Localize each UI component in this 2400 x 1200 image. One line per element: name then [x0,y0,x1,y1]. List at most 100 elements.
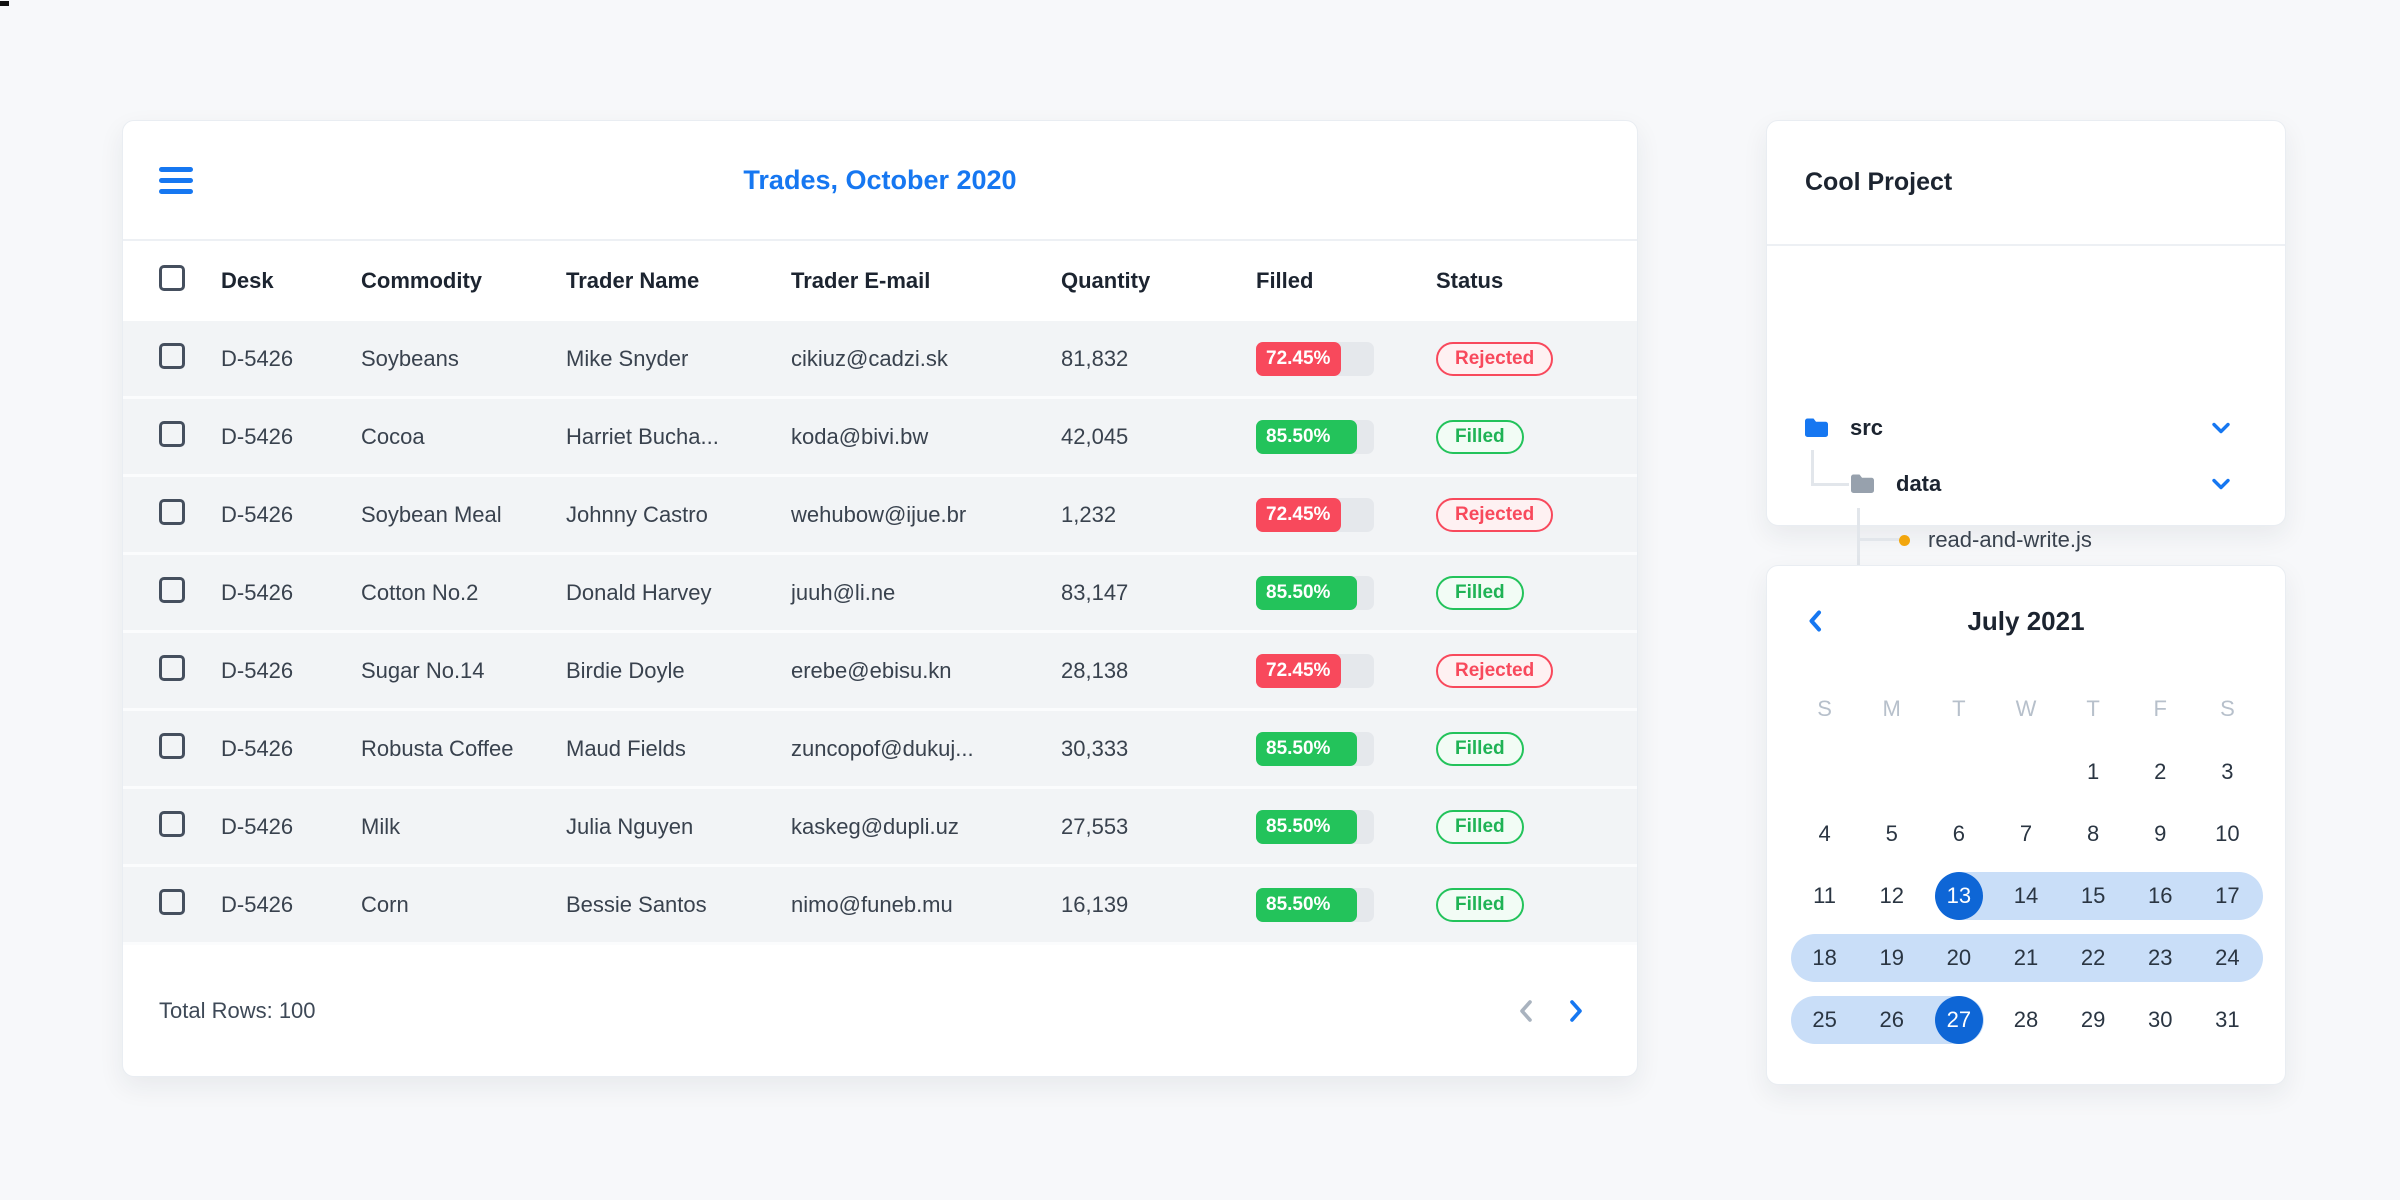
row-checkbox[interactable] [159,732,185,759]
calendar-day[interactable]: 11 [1813,883,1836,908]
calendar-day[interactable]: 29 [2080,1007,2106,1032]
calendar-week-row: 25 26 27 28 29 30 31 [1791,989,2261,1051]
row-checkbox[interactable] [159,654,185,681]
cell-filled: 85.50% [1256,809,1436,844]
row-checkbox[interactable] [159,420,185,447]
cell-checkbox [159,654,221,687]
row-checkbox[interactable] [159,810,185,837]
cell-trader-email: koda@bivi.bw [791,423,929,449]
calendar-day[interactable]: 20 [1946,945,1972,970]
calendar-day[interactable]: 21 [2013,945,2039,970]
trades-card: Trades, October 2020 Desk Commodity Trad… [122,120,1638,1077]
calendar-day[interactable]: 31 [2215,1007,2240,1032]
calendar-day[interactable]: 30 [2148,1007,2173,1032]
cell-quantity: 28,138 [1061,657,1129,683]
calendar-day[interactable]: 27 [1925,989,1992,1051]
calendar-day[interactable]: 9 [2154,821,2167,846]
cell-trader-name: Donald Harvey [566,579,712,605]
cell-commodity: Cotton No.2 [361,579,479,605]
cell-desk: D-5426 [221,345,294,371]
calendar-day[interactable]: 14 [2013,883,2039,908]
calendar-day[interactable]: 19 [1879,945,1904,970]
cell-commodity: Soybean Meal [361,501,502,527]
cell-checkbox [159,498,221,531]
filled-progress-bar: 72.45% [1256,497,1374,532]
row-checkbox[interactable] [159,342,185,369]
calendar-week-row: 18 19 20 21 22 23 24 [1791,927,2263,989]
table-row: D-5426 Soybeans Mike Snyder cikiuz@cadzi.sk… [123,321,1637,399]
tree-node-data[interactable]: data [1849,460,2285,508]
pagination [1517,998,1585,1024]
menu-button[interactable] [159,163,193,198]
status-badge: Rejected [1436,497,1554,532]
calendar-day[interactable]: 3 [2221,759,2234,784]
calendar-day[interactable]: 13 [1925,865,1992,927]
table-row: D-5426 Sugar No.14 Birdie Doyle erebe@ebisu… [123,633,1637,711]
folder-icon [1851,474,1874,493]
status-badge: Filled [1436,731,1524,766]
calendar-day[interactable]: 18 [1812,945,1837,970]
calendar-day[interactable]: 5 [1885,821,1898,846]
cell-trader-name: Maud Fields [566,735,686,761]
cell-trader-email: juuh@li.ne [791,579,896,605]
calendar-day[interactable]: 8 [2087,821,2100,846]
cell-trader-name: Mike Snyder [566,345,689,371]
prev-month-button[interactable] [1807,609,1823,633]
calendar-day[interactable]: 12 [1879,883,1904,908]
weekday-label: M [1882,696,1901,721]
calendar-day[interactable]: 28 [2013,1007,2039,1032]
filled-progress-bar: 72.45% [1256,341,1374,376]
progress-fill: 85.50% [1256,887,1357,922]
select-all-checkbox[interactable] [159,265,185,291]
progress-fill: 72.45% [1256,653,1342,688]
calendar-day[interactable]: 7 [2019,821,2033,846]
calendar-day[interactable]: 22 [2080,945,2106,970]
chevron-down-icon[interactable] [2211,404,2231,452]
cell-trader-name: Harriet Bucha... [566,423,719,449]
cell-filled: 85.50% [1256,575,1436,610]
trades-card-header: Trades, October 2020 [123,121,1637,241]
tree-connector [1857,508,1860,597]
screen-corner-artifact [0,1,9,6]
calendar-day[interactable]: 10 [2215,821,2240,846]
calendar-day[interactable]: 25 [1812,1007,1837,1032]
status-badge: Rejected [1436,341,1554,376]
prev-page-button[interactable] [1517,998,1534,1024]
calendar-day[interactable]: 16 [2148,883,2173,908]
cell-trader-name: Bessie Santos [566,891,707,917]
trades-card-footer: Total Rows: 100 [123,945,1637,1076]
calendar-day[interactable]: 2 [2154,759,2167,784]
calendar-day[interactable]: 23 [2148,945,2173,970]
cell-quantity: 30,333 [1061,735,1129,761]
calendar-day[interactable]: 17 [2215,883,2240,908]
tree-file-label: read-and-write.js [1928,527,2092,552]
next-page-button[interactable] [1568,998,1585,1024]
cell-desk: D-5426 [221,735,294,761]
calendar-week-row: 4 5 6 7 8 9 10 [1791,803,2261,865]
row-checkbox[interactable] [159,576,185,603]
calendar-day[interactable]: 15 [2080,883,2106,908]
row-checkbox[interactable] [159,888,185,915]
cell-trader-name: Birdie Doyle [566,657,685,683]
status-badge: Rejected [1436,653,1554,688]
cell-trader-name: Johnny Castro [566,501,708,527]
status-badge: Filled [1436,575,1524,610]
calendar-empty-cell [1925,741,1992,803]
calendar-day[interactable]: 24 [2215,945,2240,970]
cell-status: Filled [1436,419,1601,454]
cell-desk: D-5426 [221,579,294,605]
calendar-day[interactable]: 26 [1879,1007,1904,1032]
tree-node-file[interactable]: read-and-write.js [1899,516,2285,564]
chevron-down-icon[interactable] [2211,460,2231,508]
row-checkbox[interactable] [159,498,185,525]
calendar-day[interactable]: 1 [2087,759,2100,784]
cell-checkbox [159,810,221,843]
cell-filled: 85.50% [1256,887,1436,922]
column-header-commodity: Commodity [361,268,482,293]
cell-trader-email: erebe@ebisu.kn [791,657,952,683]
calendar-day[interactable]: 6 [1952,821,1965,846]
calendar-day[interactable]: 4 [1818,821,1831,846]
cell-status: Rejected [1436,653,1601,688]
tree-node-src[interactable]: src [1803,404,2285,452]
file-dot-icon [1899,534,1910,546]
